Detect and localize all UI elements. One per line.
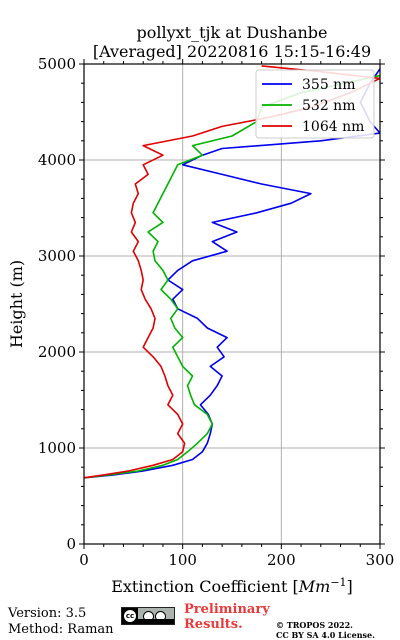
cc-badge-bar (138, 619, 174, 624)
y-tick-label: 0 (66, 535, 76, 553)
preliminary-line-1: Preliminary (184, 602, 270, 617)
version-text: Version: 3.5 (8, 606, 87, 621)
x-tick-label: 200 (267, 551, 296, 569)
preliminary-line-2: Results. (184, 617, 243, 632)
legend-label: 1064 nm (302, 119, 364, 135)
y-tick-label: 5000 (38, 55, 76, 73)
method-text: Method: Raman (8, 622, 114, 637)
x-tick-label: 100 (168, 551, 197, 569)
cc-logo-icon: cc (124, 610, 136, 622)
plot-frame (83, 63, 381, 545)
version-info: Version: 3.5 Method: Raman (8, 606, 114, 638)
legend-label: 355 nm (302, 77, 355, 93)
copyright-line-1: © TROPOS 2022. (276, 620, 353, 630)
series-layer (84, 65, 380, 479)
y-tick-label: 4000 (38, 151, 76, 169)
preliminary-results-note: Preliminary Results. (184, 602, 294, 632)
copyright-line-2: CC BY SA 4.0 License. (276, 630, 375, 640)
x-axis-label: Extinction Coefficient [Mm−1] (111, 576, 353, 597)
copyright-note: © TROPOS 2022. CC BY SA 4.0 License. (276, 620, 396, 640)
chart: pollyxt_tjk at Dushanbe [Averaged] 20220… (7, 23, 395, 597)
y-axis-label: Height (m) (7, 260, 26, 348)
x-tick-label: 300 (366, 551, 395, 569)
legend-box (255, 69, 375, 139)
cc-license-icon: cc (121, 607, 175, 625)
y-tick-label: 1000 (38, 439, 76, 457)
chart-subtitle: [Averaged] 20220816 15:15-16:49 (93, 42, 371, 61)
series-line-2 (84, 74, 380, 479)
legend-label: 532 nm (302, 98, 355, 114)
series-line-3 (84, 65, 380, 479)
x-tick-label: 0 (79, 551, 89, 569)
chart-title: pollyxt_tjk at Dushanbe (136, 23, 327, 42)
y-tick-label: 3000 (38, 247, 76, 265)
y-tick-label: 2000 (38, 343, 76, 361)
legend: 355 nm 532 nm 1064 nm (255, 69, 375, 139)
